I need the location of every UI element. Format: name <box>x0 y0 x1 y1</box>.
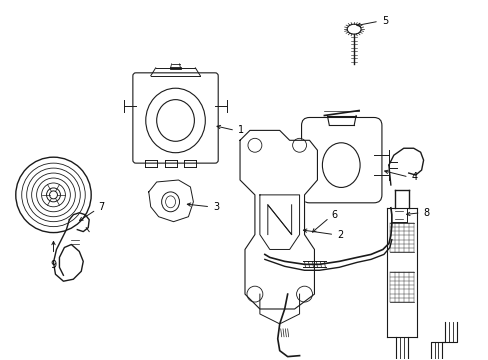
Text: 2: 2 <box>337 230 343 239</box>
Text: 3: 3 <box>213 202 219 212</box>
Text: 5: 5 <box>381 16 387 26</box>
Text: 8: 8 <box>423 208 429 218</box>
Text: 1: 1 <box>238 125 244 135</box>
Text: 9: 9 <box>50 260 57 270</box>
Polygon shape <box>240 130 317 309</box>
Text: 6: 6 <box>331 210 337 220</box>
Text: 7: 7 <box>98 202 104 212</box>
Text: 4: 4 <box>411 172 417 182</box>
